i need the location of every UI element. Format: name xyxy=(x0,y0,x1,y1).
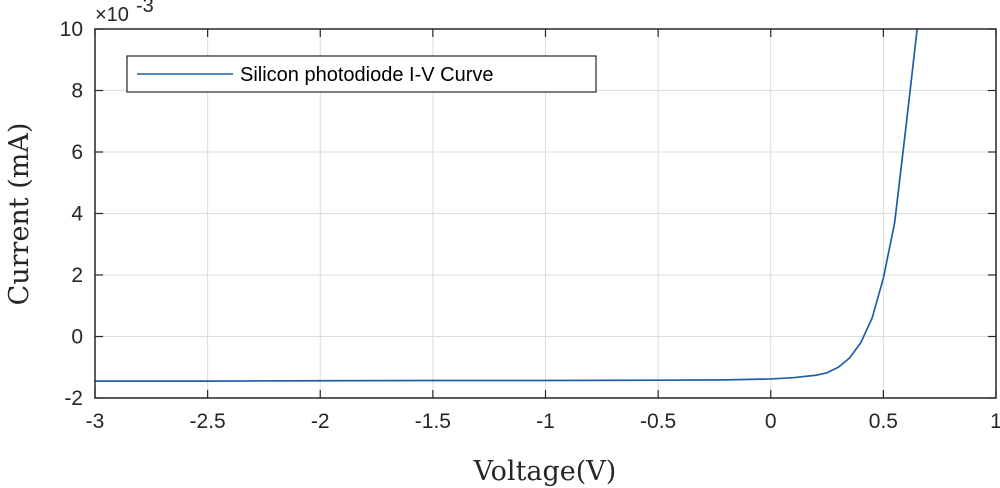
y-tick-label: 0 xyxy=(71,326,83,349)
legend: Silicon photodiode I-V Curve xyxy=(126,55,597,93)
x-ticks: -3 -2.5 -2 -1.5 -1 -0.5 0 0.5 1 xyxy=(86,29,1000,433)
y-tick-label: 10 xyxy=(60,18,83,41)
x-tick-label: 1 xyxy=(990,410,1000,433)
x-tick-label: -2 xyxy=(311,410,330,433)
legend-label: Silicon photodiode I-V Curve xyxy=(240,64,493,86)
x-tick-label: -1 xyxy=(536,410,555,433)
x-tick-label: -0.5 xyxy=(640,410,676,433)
y-axis-title: Current (mA) xyxy=(4,123,35,306)
y-tick-label: 4 xyxy=(71,203,83,226)
y-tick-label: 6 xyxy=(71,141,83,164)
x-axis-title: Voltage(V) xyxy=(473,456,617,487)
x-tick-label: -2.5 xyxy=(190,410,226,433)
y-exponent-base: ×10 xyxy=(95,4,129,26)
y-tick-label: 2 xyxy=(71,264,83,287)
y-tick-label: -2 xyxy=(64,387,83,410)
series-line-0 xyxy=(95,29,919,382)
y-ticks: -2 0 2 4 6 8 10 xyxy=(60,18,996,410)
x-tick-label: 0 xyxy=(765,410,777,433)
y-exponent-power: -3 xyxy=(136,0,154,17)
series-group xyxy=(95,29,919,382)
x-tick-label: 0.5 xyxy=(869,410,898,433)
x-tick-label: -1.5 xyxy=(415,410,451,433)
x-tick-label: -3 xyxy=(86,410,105,433)
y-tick-label: 8 xyxy=(71,80,83,103)
